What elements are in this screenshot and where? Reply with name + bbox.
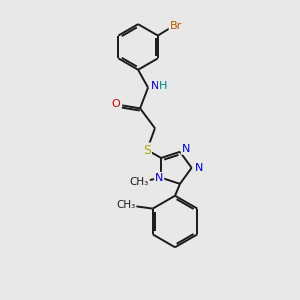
Text: CH₃: CH₃ [116,200,136,210]
Text: N: N [151,81,159,91]
Text: S: S [143,143,151,157]
Text: N: N [195,163,204,173]
Text: CH₃: CH₃ [130,177,149,187]
Text: H: H [159,81,167,91]
Text: N: N [182,144,190,154]
Text: O: O [111,99,120,110]
Text: N: N [155,173,163,183]
Text: Br: Br [169,21,182,31]
